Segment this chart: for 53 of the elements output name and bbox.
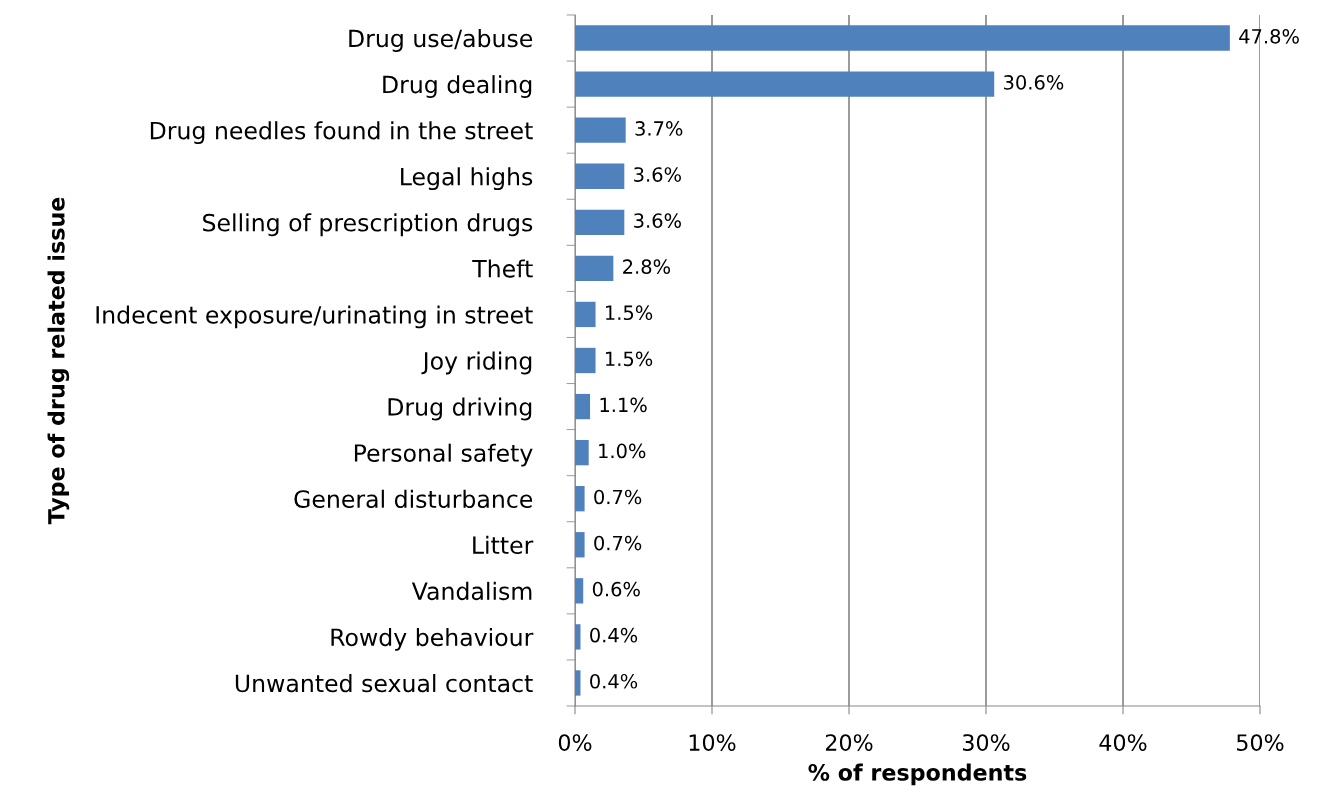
y-tick-label: Unwanted sexual contact — [235, 674, 533, 693]
data-label: 0.4% — [590, 673, 638, 689]
data-label: 3.7% — [635, 121, 683, 136]
data-label: 1.5% — [606, 351, 653, 367]
bar — [575, 347, 596, 374]
y-tick-label: Litter — [473, 535, 534, 555]
data-label: 0.6% — [592, 581, 640, 597]
data-label: 1.1% — [600, 397, 647, 413]
bar — [575, 255, 614, 282]
bar — [575, 486, 585, 512]
data-label: 30.6% — [1004, 75, 1064, 90]
data-label: 0.7% — [594, 489, 642, 505]
y-tick-label: Rowdy behaviour — [331, 627, 534, 651]
data-label: 1.5% — [606, 305, 653, 321]
data-label: 3.6% — [634, 167, 681, 182]
y-tick-label: Drug use/abuse — [349, 29, 533, 52]
bar — [575, 71, 995, 97]
bar — [575, 117, 626, 143]
x-tick-label: 50% — [1237, 734, 1284, 751]
bar — [575, 209, 625, 235]
bar — [575, 532, 585, 558]
y-tick-label: Personal safety — [354, 443, 533, 467]
x-tick-label: 30% — [963, 734, 1010, 751]
x-axis-title: % of respondents — [808, 763, 1027, 786]
bar — [575, 578, 584, 604]
y-tick-label: Joy riding — [421, 351, 532, 375]
x-tick-label: 0% — [558, 734, 592, 751]
y-axis-title: Type of drug related issue — [47, 197, 70, 525]
y-tick-label: General disturbance — [294, 489, 533, 509]
y-tick-label: Drug driving — [388, 397, 532, 421]
data-label: 1.0% — [599, 443, 646, 459]
bar — [575, 163, 625, 189]
data-label: 2.8% — [623, 259, 671, 275]
x-tick-label: 40% — [1099, 734, 1147, 751]
x-tick-label: 10% — [689, 734, 736, 751]
y-tick-label: Drug needles found in the street — [150, 121, 533, 145]
data-label: 0.7% — [594, 535, 642, 551]
bar — [575, 439, 589, 466]
bar — [575, 670, 581, 696]
y-tick-label: Vandalism — [411, 581, 532, 601]
y-tick-label: Theft — [472, 259, 533, 278]
bar — [575, 301, 596, 328]
data-label: 3.6% — [634, 213, 681, 228]
y-tick-label: Selling of prescription drugs — [203, 213, 533, 237]
x-tick-label: 20% — [825, 734, 873, 751]
data-label: 0.4% — [590, 627, 638, 643]
bar — [575, 25, 1230, 51]
y-tick-label: Drug dealing — [383, 75, 532, 98]
y-tick-label: Indecent exposure/urinating in street — [96, 305, 533, 329]
bar — [575, 624, 581, 650]
bar — [575, 393, 591, 420]
y-tick-label: Legal highs — [401, 167, 533, 191]
data-label: 47.8% — [1239, 28, 1299, 44]
